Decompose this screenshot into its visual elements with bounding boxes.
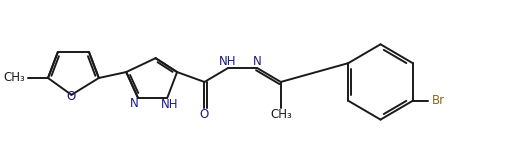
Text: CH₃: CH₃ — [270, 108, 292, 121]
Text: Br: Br — [432, 94, 445, 107]
Text: NH: NH — [219, 55, 237, 68]
Text: O: O — [67, 90, 76, 103]
Text: CH₃: CH₃ — [4, 71, 26, 84]
Text: O: O — [200, 108, 209, 121]
Text: NH: NH — [160, 98, 178, 111]
Text: N: N — [129, 97, 138, 110]
Text: N: N — [253, 55, 261, 68]
